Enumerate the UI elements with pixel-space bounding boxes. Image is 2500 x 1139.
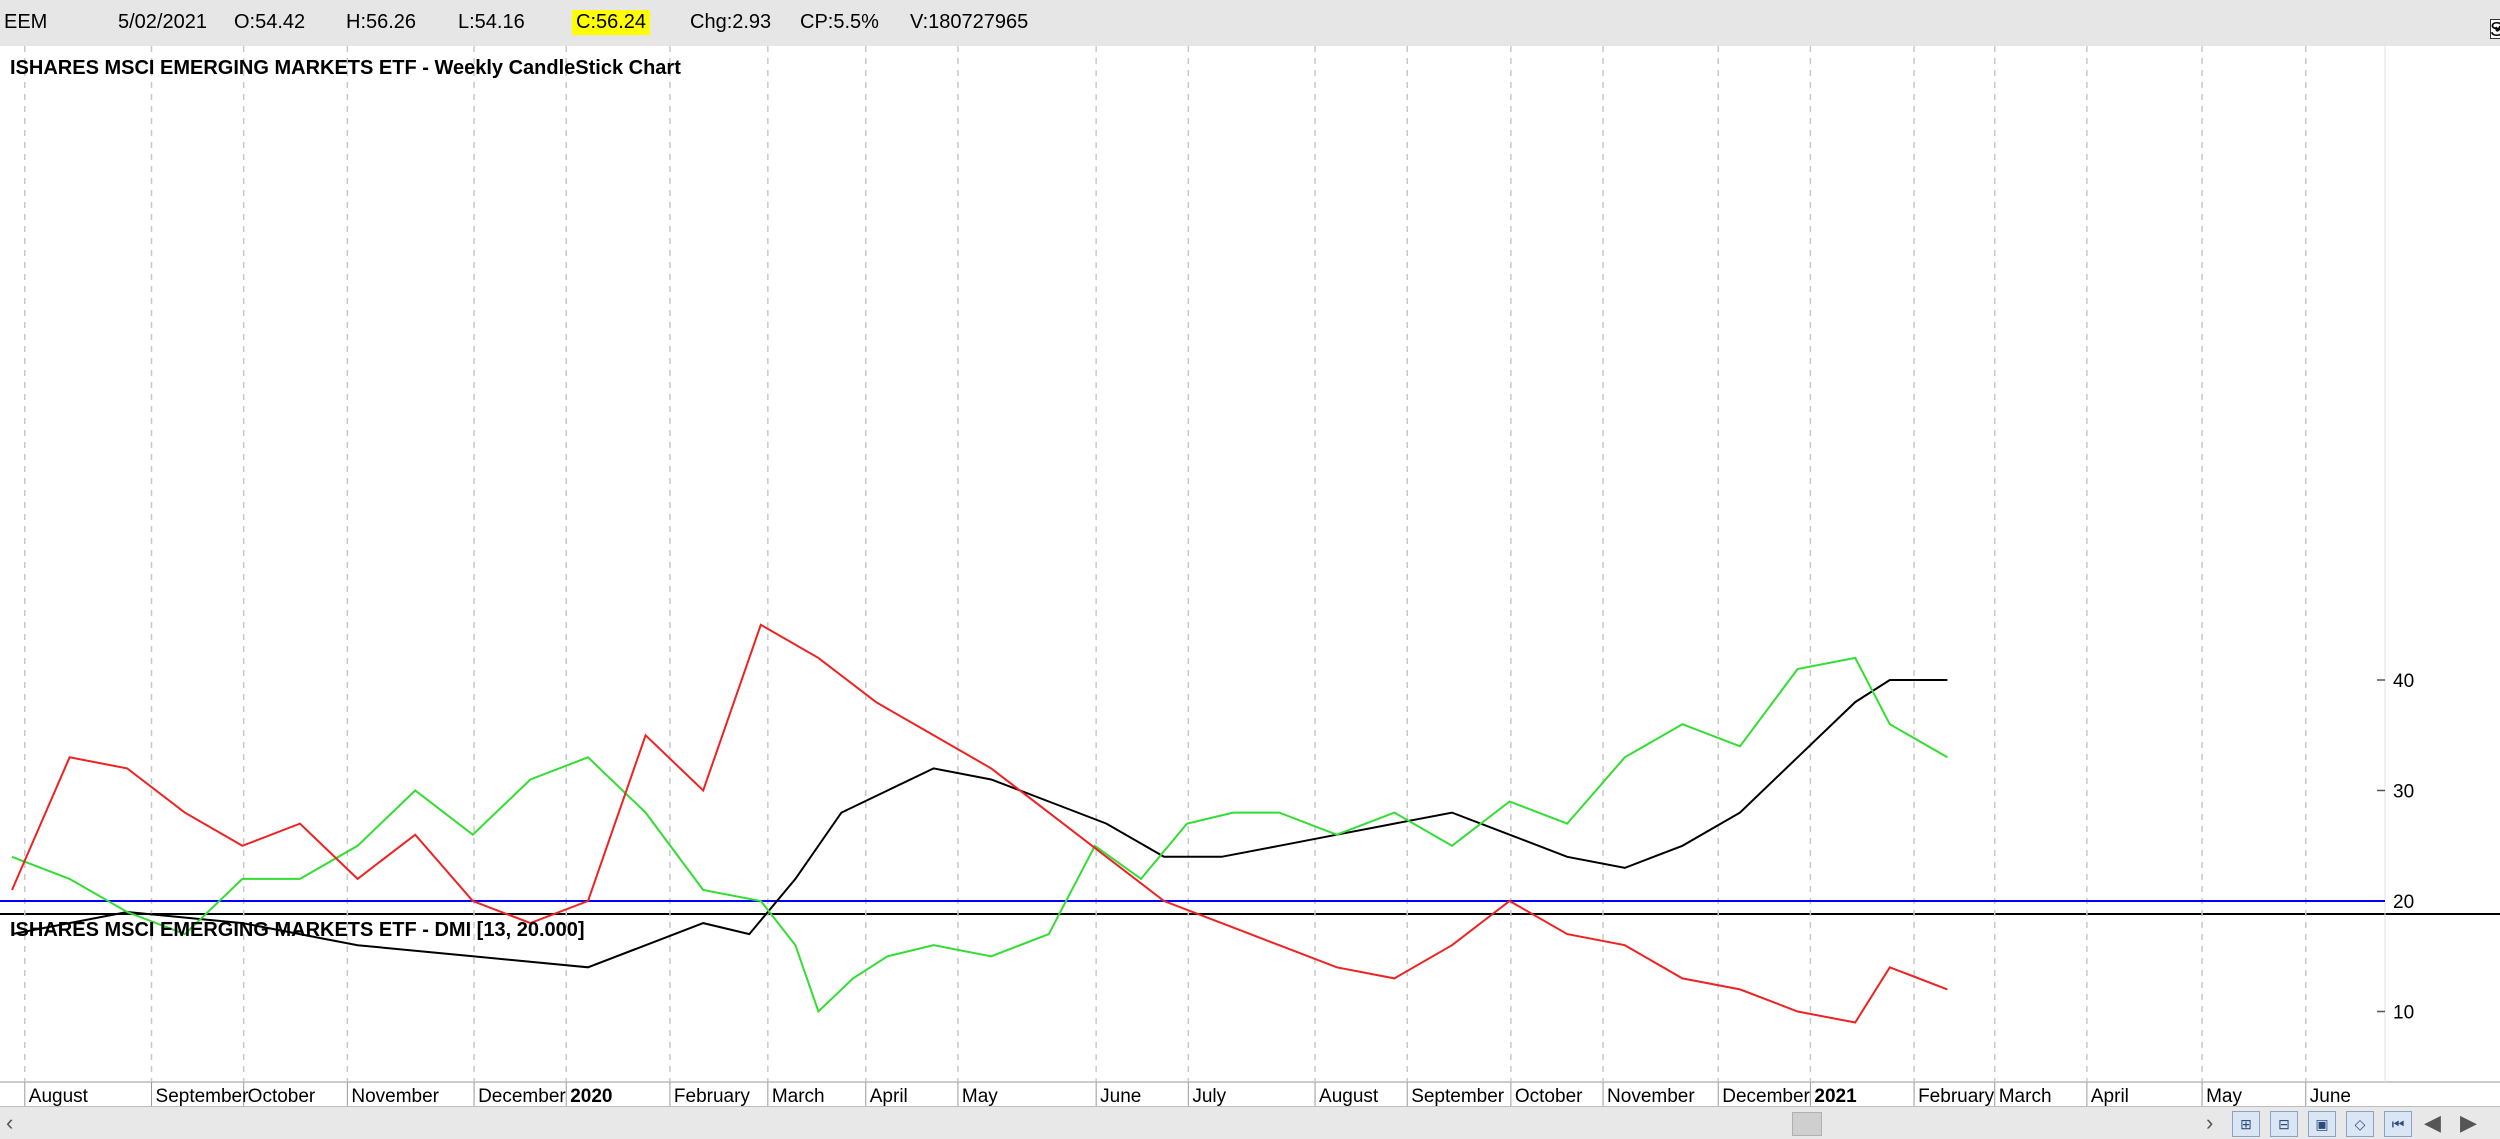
date-axis-label: October [248,1086,316,1106]
date-axis-label: June [1100,1086,1141,1106]
horizontal-scrollbar[interactable]: ‹ › ⊞ ⊟ ▣ ◇ ⏮ ◀ ▶ [0,1106,2500,1139]
show-last-label: Show Last [2490,19,2500,41]
zoom-reset-icon[interactable]: ▣ [2308,1111,2336,1137]
date-axis-label: December [1722,1086,1810,1106]
high-price: H:56.26 [346,11,417,33]
dmi-tick-label: 40 [2393,671,2414,692]
date-axis-label: 2020 [570,1086,612,1106]
date-axis-label: July [1192,1086,1226,1106]
main-chart-title: ISHARES MSCI EMERGING MARKETS ETF - Week… [10,57,681,79]
open-price: O:54.42 [234,11,306,33]
date-axis-label: September [156,1086,250,1106]
date-axis-label: February [674,1086,751,1106]
pan-icon[interactable]: ◇ [2346,1111,2374,1137]
dmi-series-minus_di[interactable] [11,623,1948,1024]
date-axis-label: March [772,1086,825,1106]
scroll-right-icon[interactable]: › [2206,1110,2214,1135]
date-axis-label: August [1319,1086,1379,1106]
date-axis-label: February [1918,1086,1995,1106]
date-axis-label: November [351,1086,439,1106]
zoom-in-icon[interactable]: ⊞ [2232,1111,2260,1137]
date-axis-label: March [1999,1086,2052,1106]
date-axis-label: December [478,1086,566,1106]
change-percent: CP:5.5% [800,11,879,33]
step-left-icon[interactable]: ◀ [2424,1110,2441,1135]
chart-area[interactable]: 32.00036.00040.00044.00048.00052.00056.0… [0,46,2500,1106]
date-axis-label: September [1411,1086,1505,1106]
date-axis-label: May [962,1086,998,1106]
dmi-series-adx[interactable] [11,679,1948,969]
dmi-tick-label: 10 [2393,1003,2414,1024]
date-axis-label: October [1515,1086,1583,1106]
chart-background [0,46,2500,1106]
date-axis-label: August [29,1086,89,1106]
low-price: L:54.16 [458,11,525,33]
quote-date: 5/02/2021 [118,11,207,33]
checkmark-icon[interactable]: ✔ [2490,19,2500,39]
zoom-out-icon[interactable]: ⊟ [2270,1111,2298,1137]
close-price: C:56.24 [572,10,651,35]
dmi-tick-label: 30 [2393,782,2414,803]
step-right-icon[interactable]: ▶ [2460,1110,2477,1135]
dmi-chart-title: ISHARES MSCI EMERGING MARKETS ETF - DMI … [10,919,585,941]
scroll-thumb[interactable] [1792,1112,1822,1136]
change-value: Chg:2.93 [690,11,772,33]
volume-value: V:180727965 [910,11,1029,33]
date-axis-label: April [2091,1086,2129,1106]
quote-bar: EEM 5/02/2021 O:54.42 H:56.26 L:54.16 C:… [0,0,2500,47]
date-axis-label: April [870,1086,908,1106]
dmi-tick-label: 20 [2393,892,2414,913]
date-axis-label: May [2206,1086,2242,1106]
symbol: EEM [4,11,48,33]
scroll-left-icon[interactable]: ‹ [6,1110,14,1135]
dmi-series-plus_di[interactable] [11,656,1948,1014]
date-axis-label: 2021 [1814,1086,1857,1106]
date-axis-label: June [2310,1086,2351,1106]
date-axis-label: November [1607,1086,1695,1106]
go-first-icon[interactable]: ⏮ [2384,1111,2412,1137]
